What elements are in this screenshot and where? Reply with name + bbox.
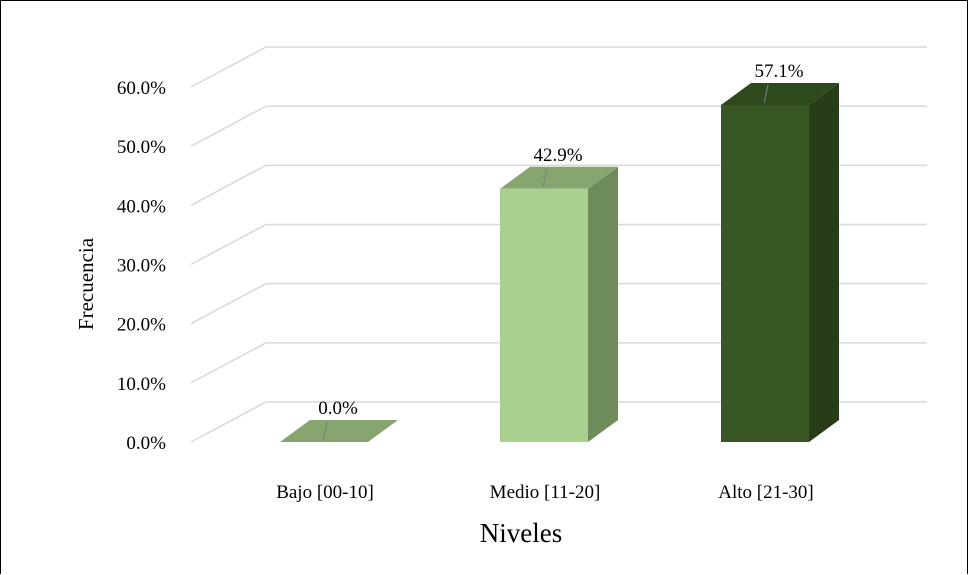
data-label: 57.1%	[754, 61, 803, 82]
y-tick-label: 60.0%	[117, 78, 166, 99]
y-axis-label: Frecuencia	[74, 237, 98, 330]
gridline-diagonal	[190, 105, 267, 147]
gridline-diagonal	[190, 223, 267, 266]
y-tick-label: 20.0%	[117, 315, 166, 336]
data-labels: 0.0% 42.9% 57.1%	[318, 61, 804, 442]
bar-top-face	[500, 166, 618, 189]
data-label-leader	[322, 421, 328, 442]
data-label-leader	[763, 84, 769, 104]
gridline-diagonal	[190, 283, 267, 325]
y-tick-label: 10.0%	[117, 374, 166, 395]
bar-1	[500, 166, 618, 442]
y-tick-label: 40.0%	[117, 196, 166, 217]
bar-2	[721, 83, 839, 442]
bar-front-face	[500, 188, 588, 442]
category-labels: Bajo [00-10] Medio [11-20] Alto [21-30]	[276, 482, 814, 503]
x-axis-label: Niveles	[480, 518, 562, 548]
gridline-diagonal	[190, 401, 267, 443]
bar-side-face	[588, 166, 618, 442]
bar-front-face	[721, 105, 809, 442]
y-tick-label: 0.0%	[126, 433, 166, 454]
y-tick-label: 50.0%	[117, 137, 166, 158]
data-label: 0.0%	[318, 398, 358, 419]
bar-top-face	[280, 420, 398, 442]
category-label: Alto [21-30]	[718, 482, 814, 503]
data-label: 42.9%	[533, 145, 582, 166]
bars	[280, 83, 839, 442]
gridline-diagonal	[190, 46, 267, 88]
category-label: Medio [11-20]	[490, 482, 601, 503]
bar-side-face	[809, 83, 839, 442]
y-tick-labels: 0.0% 10.0% 20.0% 30.0% 40.0% 50.0% 60.0%	[117, 78, 166, 454]
category-label: Bajo [00-10]	[276, 482, 374, 503]
bar-top-face	[721, 83, 839, 105]
bar-0	[280, 420, 398, 442]
y-tick-label: 30.0%	[117, 256, 166, 277]
data-label-leader	[542, 168, 548, 187]
gridline-diagonal	[190, 342, 267, 384]
gridline-diagonal	[190, 164, 267, 206]
